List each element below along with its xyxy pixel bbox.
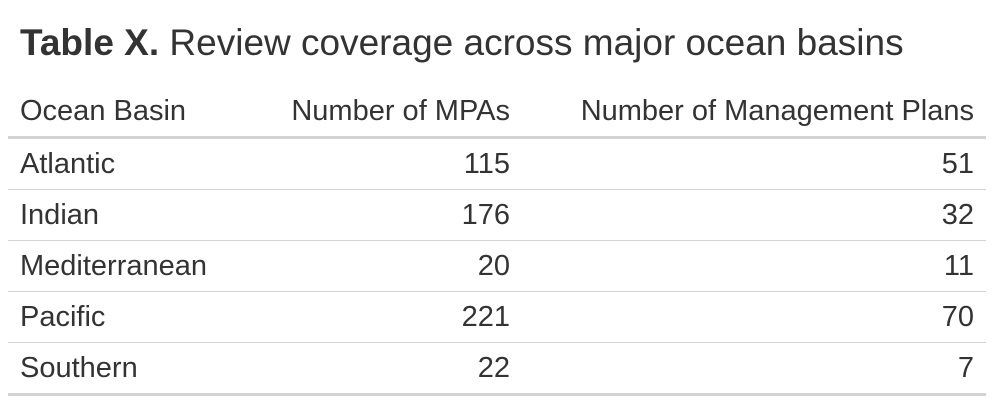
column-header-ocean-basin: Ocean Basin: [8, 86, 248, 139]
cell-mpas: 176: [248, 189, 522, 241]
header-row: Ocean Basin Number of MPAs Number of Man…: [8, 86, 986, 139]
table-title-label: Table X.: [20, 22, 160, 63]
table-header: Ocean Basin Number of MPAs Number of Man…: [8, 86, 986, 139]
cell-plans: 70: [522, 291, 986, 343]
cell-plans: 51: [522, 137, 986, 190]
data-table: Ocean Basin Number of MPAs Number of Man…: [8, 86, 986, 396]
cell-basin: Southern: [8, 342, 248, 396]
cell-plans: 11: [522, 240, 986, 292]
table-body: Atlantic 115 51 Indian 176 32 Mediterran…: [8, 137, 986, 396]
column-header-number-of-mpas: Number of MPAs: [248, 86, 522, 139]
cell-basin: Pacific: [8, 291, 248, 343]
table-row: Mediterranean 20 11: [8, 240, 986, 292]
cell-basin: Atlantic: [8, 137, 248, 190]
cell-plans: 7: [522, 342, 986, 396]
cell-mpas: 115: [248, 137, 522, 190]
table-title: Table X. Review coverage across major oc…: [20, 20, 904, 66]
cell-basin: Indian: [8, 189, 248, 241]
table-row: Southern 22 7: [8, 342, 986, 396]
column-header-number-of-management-plans: Number of Management Plans: [522, 86, 986, 139]
cell-plans: 32: [522, 189, 986, 241]
table-row: Pacific 221 70: [8, 291, 986, 343]
table-row: Indian 176 32: [8, 189, 986, 241]
cell-mpas: 22: [248, 342, 522, 396]
cell-mpas: 221: [248, 291, 522, 343]
cell-basin: Mediterranean: [8, 240, 248, 292]
cell-mpas: 20: [248, 240, 522, 292]
table-row: Atlantic 115 51: [8, 137, 986, 190]
table-title-text: Review coverage across major ocean basin…: [159, 22, 904, 63]
